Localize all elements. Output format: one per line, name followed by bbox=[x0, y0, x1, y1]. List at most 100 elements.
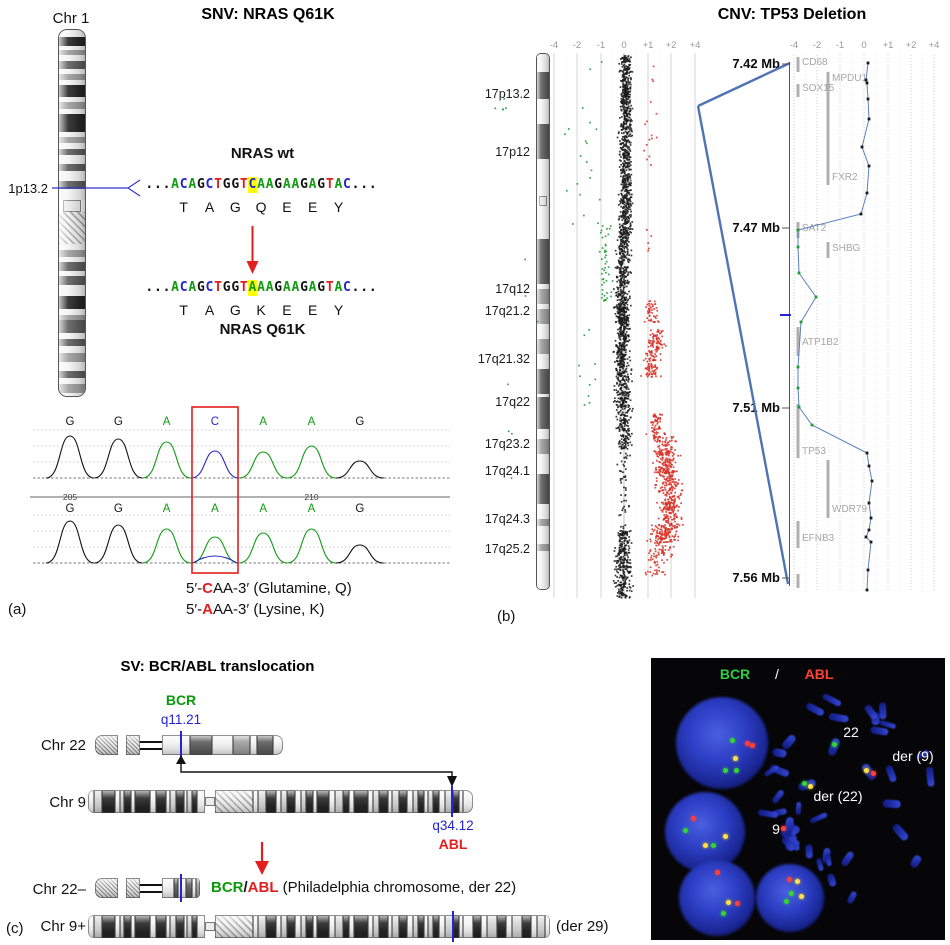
decorative-element bbox=[618, 204, 620, 206]
decorative-element bbox=[620, 304, 622, 307]
chr1-label: Chr 1 bbox=[52, 10, 90, 27]
seq-char: G bbox=[196, 280, 205, 295]
decorative-element bbox=[625, 499, 627, 502]
decorative-element bbox=[652, 434, 655, 437]
decorative-element bbox=[616, 391, 618, 394]
decorative-element bbox=[625, 430, 628, 433]
decorative-element bbox=[652, 572, 655, 575]
decorative-element bbox=[629, 81, 631, 83]
decorative-element bbox=[624, 336, 627, 339]
decorative-element bbox=[626, 540, 628, 542]
decorative-element bbox=[623, 231, 626, 234]
decorative-element bbox=[617, 316, 620, 318]
decorative-element bbox=[654, 366, 657, 369]
decorative-element bbox=[666, 448, 668, 450]
decorative-element bbox=[671, 437, 673, 439]
decorative-element bbox=[616, 562, 618, 564]
decorative-element bbox=[620, 250, 623, 253]
decorative-element bbox=[622, 162, 624, 165]
decorative-element bbox=[623, 108, 626, 111]
decorative-element bbox=[616, 299, 619, 302]
decorative-element bbox=[619, 374, 621, 377]
decorative-element bbox=[657, 451, 659, 453]
decorative-element bbox=[625, 112, 628, 114]
decorative-element bbox=[627, 566, 630, 569]
decorative-element bbox=[628, 64, 631, 67]
decorative-element bbox=[628, 254, 630, 256]
decorative-element bbox=[625, 392, 628, 395]
decorative-element bbox=[620, 123, 623, 126]
decorative-element bbox=[618, 261, 621, 263]
ideogram-band bbox=[59, 181, 85, 189]
decorative-element bbox=[625, 430, 628, 432]
decorative-element bbox=[624, 84, 627, 87]
decorative-element bbox=[625, 90, 628, 93]
decorative-element bbox=[665, 452, 668, 454]
decorative-element bbox=[621, 283, 623, 285]
bcr-band-label: q11.21 bbox=[160, 712, 202, 727]
decorative-element bbox=[669, 459, 672, 461]
decorative-element bbox=[629, 156, 632, 158]
fish-signal-dot bbox=[831, 741, 837, 747]
mb-position-label: 7.51 Mb bbox=[732, 400, 780, 415]
decorative-element bbox=[622, 586, 624, 589]
trace-peak bbox=[335, 544, 384, 564]
decorative-element bbox=[630, 249, 633, 252]
decorative-element bbox=[626, 242, 628, 245]
decorative-element bbox=[624, 120, 627, 122]
decorative-element bbox=[619, 478, 622, 480]
fish-abl-label: ABL bbox=[804, 666, 834, 682]
decorative-element bbox=[624, 210, 626, 213]
decorative-element bbox=[627, 107, 630, 109]
ideogram-band bbox=[59, 346, 85, 353]
decorative-element bbox=[629, 113, 631, 116]
decorative-element bbox=[664, 471, 666, 474]
decorative-element bbox=[676, 496, 679, 498]
panel-c-tag: (c) bbox=[6, 920, 24, 937]
decorative-element bbox=[648, 307, 650, 310]
decorative-element bbox=[623, 179, 626, 181]
decorative-element bbox=[661, 486, 663, 488]
der9-note: (der 29) bbox=[556, 918, 609, 935]
axis-tick-label: +1 bbox=[642, 40, 654, 51]
decorative-element bbox=[652, 355, 655, 358]
decorative-element bbox=[627, 179, 629, 182]
decorative-element bbox=[622, 214, 625, 216]
decorative-element bbox=[617, 350, 619, 352]
decorative-element bbox=[628, 505, 630, 507]
decorative-element bbox=[621, 181, 624, 184]
ideogram-band bbox=[317, 915, 329, 938]
decorative-element bbox=[622, 125, 625, 128]
decorative-element bbox=[624, 240, 627, 242]
decorative-element bbox=[623, 296, 625, 299]
decorative-element bbox=[616, 276, 619, 278]
chromosome-rod bbox=[824, 853, 832, 867]
decorative-element bbox=[625, 205, 627, 207]
decorative-element bbox=[622, 210, 625, 212]
decorative-element bbox=[613, 401, 615, 403]
decorative-element bbox=[620, 282, 622, 285]
decorative-element bbox=[615, 409, 618, 411]
decorative-element bbox=[624, 180, 627, 182]
decorative-element bbox=[672, 502, 675, 504]
decorative-element bbox=[625, 396, 628, 399]
decorative-element bbox=[621, 594, 623, 597]
decorative-element bbox=[667, 515, 669, 517]
decorative-element bbox=[627, 335, 630, 338]
decorative-element bbox=[579, 375, 581, 378]
ideogram-band bbox=[459, 790, 463, 813]
decorative-element bbox=[662, 461, 665, 464]
decorative-element bbox=[644, 123, 646, 126]
decorative-element bbox=[617, 309, 620, 312]
decorative-element bbox=[626, 190, 629, 193]
decorative-element bbox=[624, 112, 627, 114]
decorative-element bbox=[619, 423, 622, 426]
decorative-element bbox=[622, 178, 624, 181]
decorative-element bbox=[660, 331, 663, 334]
decorative-element bbox=[624, 228, 626, 231]
decorative-element bbox=[627, 158, 630, 161]
decorative-element bbox=[623, 73, 626, 76]
decorative-element bbox=[623, 114, 626, 117]
decorative-element bbox=[661, 459, 664, 461]
